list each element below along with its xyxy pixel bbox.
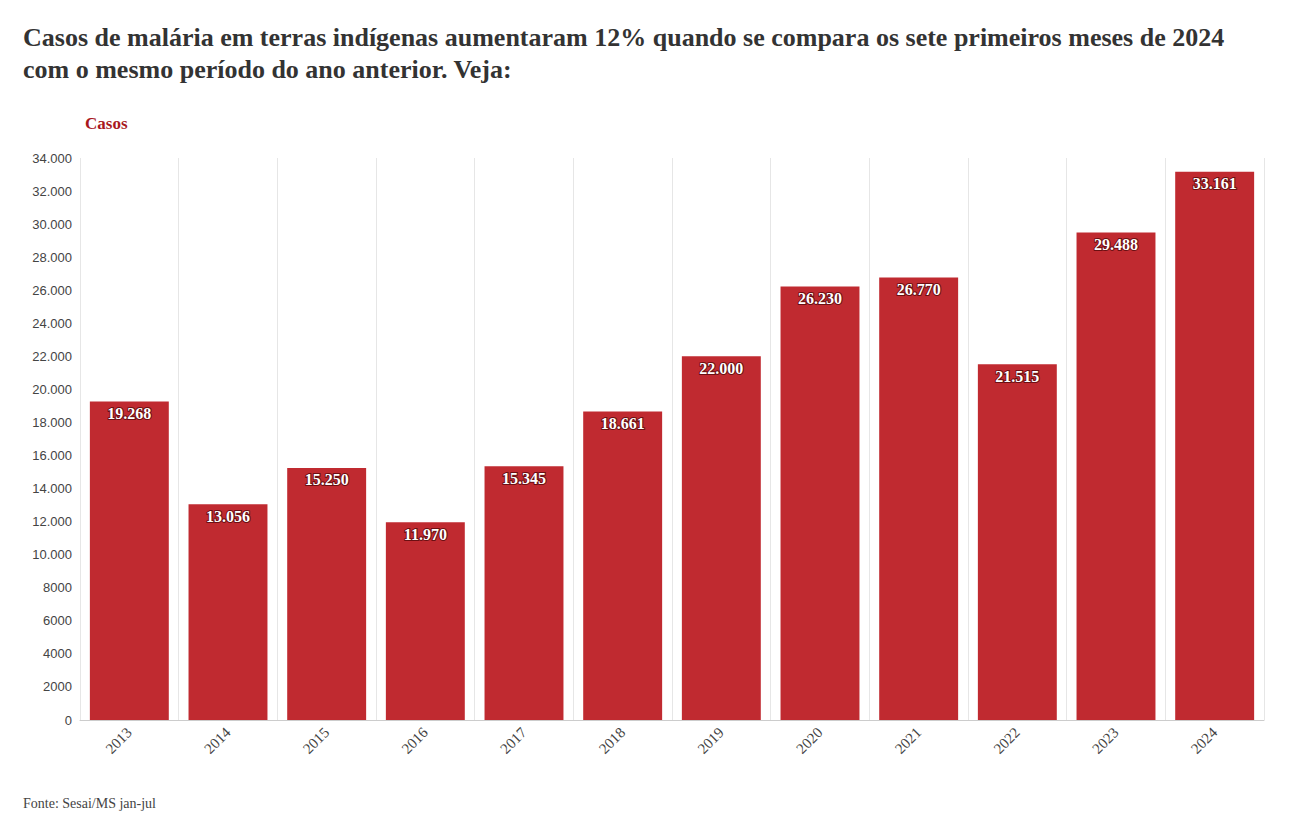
svg-text:20.000: 20.000 (32, 382, 72, 397)
svg-text:12.000: 12.000 (32, 514, 72, 529)
svg-text:22.000: 22.000 (32, 349, 72, 364)
svg-text:15.345: 15.345 (502, 470, 546, 487)
svg-text:6000: 6000 (43, 613, 72, 628)
svg-text:2015: 2015 (300, 724, 333, 757)
svg-text:18.661: 18.661 (601, 415, 645, 432)
svg-text:2023: 2023 (1089, 724, 1122, 757)
svg-text:2014: 2014 (201, 724, 234, 757)
svg-text:2020: 2020 (793, 724, 826, 757)
svg-text:21.515: 21.515 (995, 368, 1039, 385)
svg-text:10.000: 10.000 (32, 547, 72, 562)
svg-text:2013: 2013 (102, 724, 135, 757)
svg-text:26.230: 26.230 (798, 290, 842, 307)
svg-text:8000: 8000 (43, 580, 72, 595)
svg-text:2022: 2022 (990, 724, 1023, 757)
svg-text:30.000: 30.000 (32, 217, 72, 232)
svg-text:0: 0 (65, 713, 72, 728)
svg-text:14.000: 14.000 (32, 481, 72, 496)
svg-text:2024: 2024 (1188, 724, 1221, 757)
svg-text:13.056: 13.056 (206, 508, 250, 525)
svg-text:Fonte: Sesai/MS jan-jul: Fonte: Sesai/MS jan-jul (23, 796, 156, 811)
svg-text:15.250: 15.250 (305, 471, 349, 488)
svg-text:16.000: 16.000 (32, 448, 72, 463)
svg-text:28.000: 28.000 (32, 250, 72, 265)
svg-text:18.000: 18.000 (32, 415, 72, 430)
svg-text:29.488: 29.488 (1094, 236, 1138, 253)
svg-text:2000: 2000 (43, 679, 72, 694)
svg-text:2019: 2019 (694, 724, 727, 757)
svg-text:24.000: 24.000 (32, 316, 72, 331)
svg-text:2017: 2017 (497, 724, 530, 757)
svg-text:19.268: 19.268 (107, 405, 151, 422)
svg-text:11.970: 11.970 (404, 526, 447, 543)
svg-text:32.000: 32.000 (32, 184, 72, 199)
svg-text:2016: 2016 (398, 724, 431, 757)
svg-text:26.770: 26.770 (897, 281, 941, 298)
svg-text:Casos: Casos (85, 114, 128, 133)
svg-text:2018: 2018 (596, 724, 629, 757)
svg-text:4000: 4000 (43, 646, 72, 661)
svg-text:com o mesmo período do ano ant: com o mesmo período do ano anterior. Vej… (23, 55, 512, 84)
svg-text:22.000: 22.000 (699, 360, 743, 377)
svg-text:26.000: 26.000 (32, 283, 72, 298)
svg-text:2021: 2021 (892, 724, 925, 757)
svg-text:33.161: 33.161 (1193, 175, 1237, 192)
svg-text:Casos de malária em terras ind: Casos de malária em terras indígenas aum… (23, 23, 1231, 52)
svg-text:34.000: 34.000 (32, 151, 72, 166)
